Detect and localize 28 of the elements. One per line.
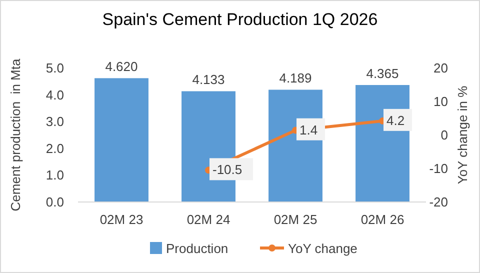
data-label: 4.620 — [105, 59, 138, 74]
data-label: 4.133 — [192, 72, 225, 88]
y-tick-label: 2.0 — [46, 140, 64, 156]
y2-tick-label: 0 — [440, 128, 448, 142]
data-label: 1.4 — [300, 122, 318, 138]
y2-tick-label: -10 — [429, 161, 448, 176]
y-axis-title: Cement production in Mta — [8, 58, 23, 212]
y-tick-label: 4.0 — [46, 87, 64, 102]
y-tick-label: 0.0 — [46, 194, 64, 210]
data-label: 4.365 — [366, 66, 399, 82]
data-label: 4.189 — [279, 70, 312, 86]
y2-tick-label: 10 — [434, 94, 448, 109]
bar — [94, 78, 148, 202]
x-tick-label: 02M 25 — [274, 212, 318, 227]
y2-axis-title: YoY change in % — [455, 85, 470, 184]
x-tick-label: 02M 26 — [360, 212, 404, 227]
y-tick-label: 3.0 — [46, 114, 64, 130]
legend-label: YoY change — [288, 241, 358, 256]
data-label: -10.5 — [212, 162, 242, 178]
y-tick-label: 1.0 — [46, 168, 64, 183]
data-label: 4.2 — [386, 112, 405, 128]
y2-tick-label: 20 — [434, 60, 448, 76]
legend-label: Production — [166, 241, 228, 256]
x-tick-label: 02M 23 — [100, 212, 144, 227]
x-tick-label: 02M 24 — [186, 212, 230, 227]
y-tick-label: 5.0 — [46, 60, 64, 76]
y2-tick-label: -20 — [429, 194, 448, 210]
chart-title: Spain's Cement Production 1Q 2026 — [102, 10, 378, 29]
